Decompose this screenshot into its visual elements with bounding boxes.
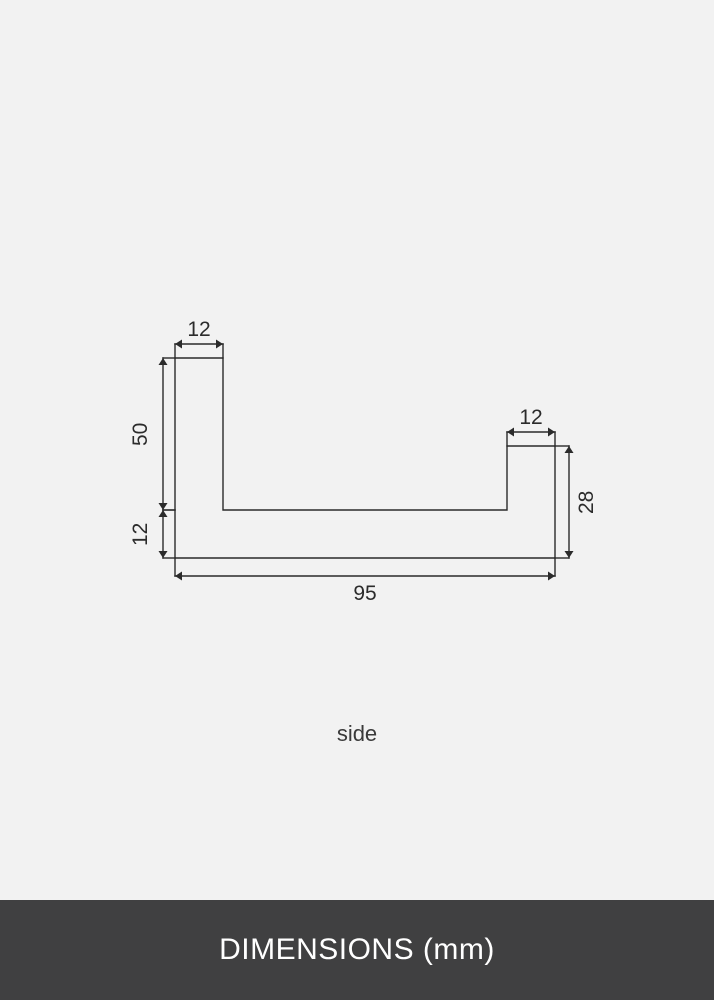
dim-28-right-label: 28 <box>575 482 599 522</box>
dim-50-left-label: 50 <box>129 414 153 454</box>
drawing-area: 12 50 12 95 12 28 side <box>0 0 714 900</box>
dim-12-right-top-label: 12 <box>511 406 551 430</box>
dim-12-base-label: 12 <box>129 514 153 554</box>
dim-95-bottom-label: 95 <box>345 582 385 606</box>
footer-title: DIMENSIONS (mm) <box>219 933 495 967</box>
drawing-svg <box>0 0 714 900</box>
view-label: side <box>0 721 714 747</box>
dim-12-left-top-label: 12 <box>179 318 219 342</box>
footer-bar: DIMENSIONS (mm) <box>0 900 714 1000</box>
